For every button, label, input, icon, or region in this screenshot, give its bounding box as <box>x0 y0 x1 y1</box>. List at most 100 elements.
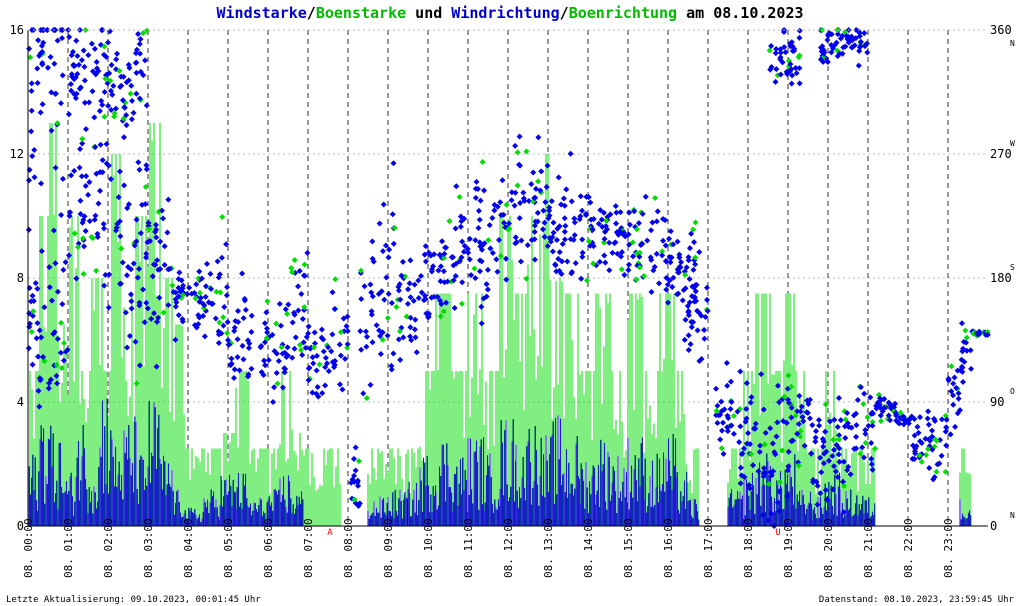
wind-direction-point <box>806 415 813 422</box>
wind-direction-point <box>92 143 99 150</box>
wind-direction-point <box>669 283 676 290</box>
wind-direction-point <box>128 116 135 123</box>
gust-direction-point <box>213 288 220 295</box>
wind-direction-point <box>54 335 61 342</box>
gust-direction-point <box>140 30 147 37</box>
wind-direction-point <box>691 239 698 246</box>
compass-label: N <box>1010 511 1015 520</box>
wind-direction-point <box>173 299 180 306</box>
wind-direction-point <box>295 307 302 314</box>
wind-direction-point <box>305 330 312 337</box>
wind-direction-point <box>783 419 790 426</box>
wind-direction-point <box>542 199 549 206</box>
wind-direction-point <box>439 238 446 245</box>
wind-direction-point <box>914 423 921 430</box>
wind-direction-point <box>209 300 216 307</box>
wind-direction-point <box>830 486 837 493</box>
gust-direction-point <box>291 257 298 264</box>
gust-direction-point <box>860 401 867 408</box>
wind-direction-point <box>398 272 405 279</box>
wind-direction-point <box>85 52 92 59</box>
wind-direction-point <box>878 397 885 404</box>
wind-direction-point <box>577 193 584 200</box>
wind-direction-point <box>953 384 960 391</box>
wind-direction-point <box>143 299 150 306</box>
wind-direction-point <box>418 289 425 296</box>
wind-direction-point <box>67 81 74 88</box>
wind-direction-point <box>520 189 527 196</box>
compass-label: O <box>1010 387 1015 396</box>
wind-direction-point <box>513 239 520 246</box>
wind-direction-point <box>153 226 160 233</box>
wind-direction-point <box>531 194 538 201</box>
wind-direction-point <box>248 312 255 319</box>
wind-direction-point <box>279 384 286 391</box>
wind-direction-point <box>703 284 710 291</box>
wind-direction-point <box>752 420 759 427</box>
wind-direction-point <box>39 101 46 108</box>
wind-direction-point <box>842 435 849 442</box>
wind-direction-point <box>281 365 288 372</box>
wind-direction-point <box>720 419 727 426</box>
wind-direction-point <box>916 414 923 421</box>
wind-direction-point <box>839 478 846 485</box>
wind-direction-point <box>704 296 711 303</box>
wind-direction-point <box>242 306 249 313</box>
wind-direction-point <box>144 305 151 312</box>
wind-direction-point <box>412 334 419 341</box>
wind-direction-point <box>725 414 732 421</box>
wind-direction-point <box>70 61 77 68</box>
wind-direction-point <box>598 216 605 223</box>
wind-direction-point <box>596 258 603 265</box>
gust-direction-point <box>160 309 167 316</box>
wind-direction-point <box>885 412 892 419</box>
wind-direction-point <box>540 207 547 214</box>
wind-direction-point <box>819 43 826 50</box>
wind-direction-point <box>35 37 42 44</box>
wind-direction-point <box>857 38 864 45</box>
gust-direction-point <box>71 230 78 237</box>
wind-direction-point <box>355 502 362 509</box>
wind-direction-point <box>240 356 247 363</box>
gust-direction-point <box>120 115 127 122</box>
wind-direction-point <box>26 285 33 292</box>
wind-direction-point <box>943 416 950 423</box>
wind-direction-point <box>435 267 442 274</box>
wind-direction-point <box>852 410 859 417</box>
x-tick-label: 08. 14:00 <box>582 518 595 578</box>
wind-direction-point <box>794 408 801 415</box>
wind-direction-point <box>861 30 868 37</box>
wind-direction-point <box>165 302 172 309</box>
wind-direction-point <box>481 240 488 247</box>
gust-direction-point <box>682 271 689 278</box>
wind-direction-point <box>555 174 562 181</box>
wind-direction-point <box>784 467 791 474</box>
wind-direction-point <box>776 508 783 515</box>
wind-direction-point <box>224 319 231 326</box>
wind-direction-point <box>826 418 833 425</box>
wind-direction-point <box>248 365 255 372</box>
wind-direction-point <box>569 269 576 276</box>
wind-direction-point <box>794 430 801 437</box>
wind-direction-point <box>663 286 670 293</box>
wind-direction-point <box>512 234 519 241</box>
wind-direction-point <box>757 442 764 449</box>
wind-direction-point <box>328 348 335 355</box>
wind-direction-point <box>713 385 720 392</box>
wind-direction-point <box>942 428 949 435</box>
wind-direction-point <box>915 429 922 436</box>
gust-direction-point <box>391 224 398 231</box>
wind-direction-point <box>60 266 67 273</box>
wind-direction-point <box>579 236 586 243</box>
gust-direction-point <box>923 452 930 459</box>
wind-direction-point <box>489 249 496 256</box>
wind-direction-point <box>759 512 766 519</box>
wind-direction-point <box>776 399 783 406</box>
wind-direction-point <box>96 107 103 114</box>
wind-direction-point <box>428 266 435 273</box>
wind-direction-point <box>344 313 351 320</box>
wind-direction-point <box>114 50 121 57</box>
wind-direction-point <box>102 271 109 278</box>
wind-direction-point <box>621 271 628 278</box>
wind-direction-point <box>475 225 482 232</box>
